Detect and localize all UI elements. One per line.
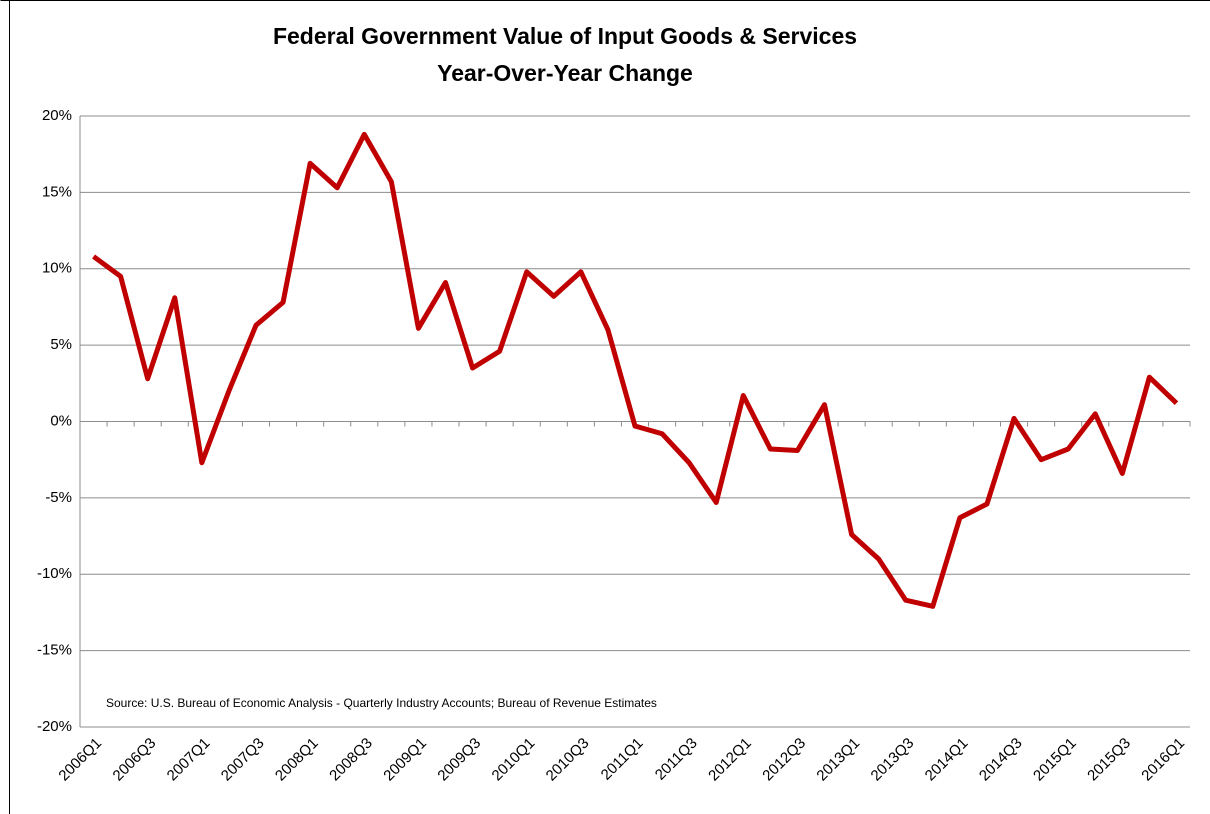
chart-subtitle: Year-Over-Year Change bbox=[437, 60, 693, 86]
y-tick-label: -10% bbox=[37, 565, 72, 582]
y-tick-label: 15% bbox=[42, 183, 72, 200]
y-tick-label: 0% bbox=[50, 412, 72, 429]
y-tick-label: 5% bbox=[50, 336, 72, 353]
y-tick-label: 10% bbox=[42, 260, 72, 277]
chart-title: Federal Government Value of Input Goods … bbox=[273, 23, 857, 49]
data-line bbox=[92, 131, 1179, 609]
y-tick-label: -15% bbox=[37, 642, 72, 659]
y-tick-label: -20% bbox=[37, 718, 72, 735]
source-note: Source: U.S. Bureau of Economic Analysis… bbox=[106, 696, 657, 710]
y-tick-label: -5% bbox=[45, 489, 72, 506]
y-tick-label: 20% bbox=[42, 107, 72, 124]
